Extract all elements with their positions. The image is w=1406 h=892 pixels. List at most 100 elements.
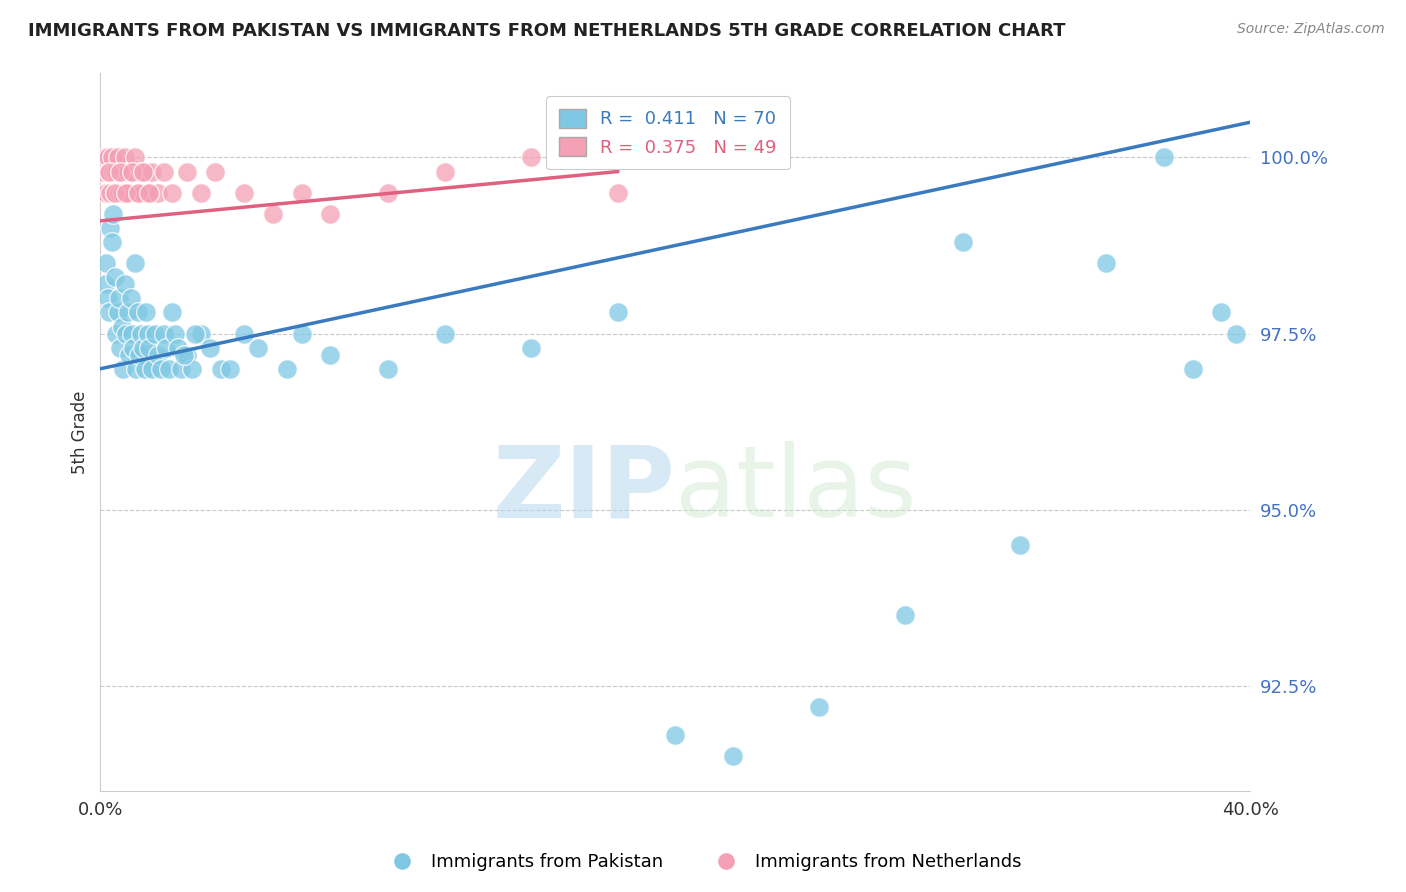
Point <box>377 361 399 376</box>
Point <box>155 341 177 355</box>
Point <box>160 186 183 200</box>
Legend: Immigrants from Pakistan, Immigrants from Netherlands: Immigrants from Pakistan, Immigrants fro… <box>377 847 1029 879</box>
Point <box>124 151 146 165</box>
Point <box>100 186 122 200</box>
Point <box>128 348 150 362</box>
Point <box>160 305 183 319</box>
Point <box>1181 361 1204 376</box>
Point <box>127 186 149 200</box>
Point <box>110 341 132 355</box>
Point <box>118 186 141 200</box>
Point <box>664 728 686 742</box>
Point <box>115 186 138 200</box>
Point <box>134 361 156 376</box>
Point <box>111 186 134 200</box>
Point <box>233 326 256 341</box>
Text: Source: ZipAtlas.com: Source: ZipAtlas.com <box>1237 22 1385 37</box>
Point <box>181 361 204 376</box>
Point <box>319 348 342 362</box>
Point <box>170 361 193 376</box>
Point <box>138 186 160 200</box>
Point <box>129 164 152 178</box>
Point <box>124 256 146 270</box>
Point <box>107 305 129 319</box>
Point <box>132 341 155 355</box>
Point <box>121 164 143 178</box>
Point <box>132 164 155 178</box>
Point <box>218 361 240 376</box>
Y-axis label: 5th Grade: 5th Grade <box>72 391 89 474</box>
Point <box>1095 256 1118 270</box>
Point <box>132 186 155 200</box>
Point <box>1225 326 1247 341</box>
Legend: R =  0.411   N = 70, R =  0.375   N = 49: R = 0.411 N = 70, R = 0.375 N = 49 <box>547 96 790 169</box>
Point <box>173 348 195 362</box>
Point <box>434 164 457 178</box>
Point <box>894 608 917 623</box>
Point <box>152 326 174 341</box>
Point <box>167 341 190 355</box>
Point <box>1153 151 1175 165</box>
Point <box>290 326 312 341</box>
Point <box>1010 538 1032 552</box>
Point <box>101 151 124 165</box>
Point <box>146 186 169 200</box>
Point <box>121 326 143 341</box>
Point <box>115 326 138 341</box>
Point <box>112 361 135 376</box>
Point <box>120 291 142 305</box>
Point <box>606 186 628 200</box>
Point <box>204 164 226 178</box>
Point <box>94 256 117 270</box>
Point <box>115 186 138 200</box>
Point <box>118 348 141 362</box>
Point <box>98 164 121 178</box>
Point <box>290 186 312 200</box>
Point <box>135 164 157 178</box>
Point <box>1211 305 1233 319</box>
Point <box>198 341 221 355</box>
Point <box>952 235 974 249</box>
Point <box>165 326 187 341</box>
Point <box>121 164 143 178</box>
Point <box>122 341 145 355</box>
Point <box>209 361 232 376</box>
Point <box>520 341 543 355</box>
Point <box>176 164 198 178</box>
Point <box>107 151 129 165</box>
Point <box>96 151 118 165</box>
Point <box>247 341 270 355</box>
Point <box>93 277 115 292</box>
Point <box>100 221 122 235</box>
Point <box>129 326 152 341</box>
Point <box>94 186 117 200</box>
Point <box>520 151 543 165</box>
Text: IMMIGRANTS FROM PAKISTAN VS IMMIGRANTS FROM NETHERLANDS 5TH GRADE CORRELATION CH: IMMIGRANTS FROM PAKISTAN VS IMMIGRANTS F… <box>28 22 1066 40</box>
Point <box>103 207 125 221</box>
Point <box>377 186 399 200</box>
Point <box>233 186 256 200</box>
Point <box>108 291 131 305</box>
Point <box>262 207 284 221</box>
Point <box>110 164 132 178</box>
Point <box>807 699 830 714</box>
Point <box>96 291 118 305</box>
Point <box>152 164 174 178</box>
Point <box>149 361 172 376</box>
Point <box>136 326 159 341</box>
Point <box>98 305 121 319</box>
Point <box>606 305 628 319</box>
Point <box>105 326 128 341</box>
Point <box>157 361 180 376</box>
Point <box>104 270 127 285</box>
Point <box>98 164 121 178</box>
Point <box>111 319 134 334</box>
Point <box>93 151 115 165</box>
Point <box>125 361 148 376</box>
Point <box>101 235 124 249</box>
Point <box>434 326 457 341</box>
Point <box>721 749 744 764</box>
Point <box>135 305 157 319</box>
Point <box>114 277 136 292</box>
Point <box>105 164 128 178</box>
